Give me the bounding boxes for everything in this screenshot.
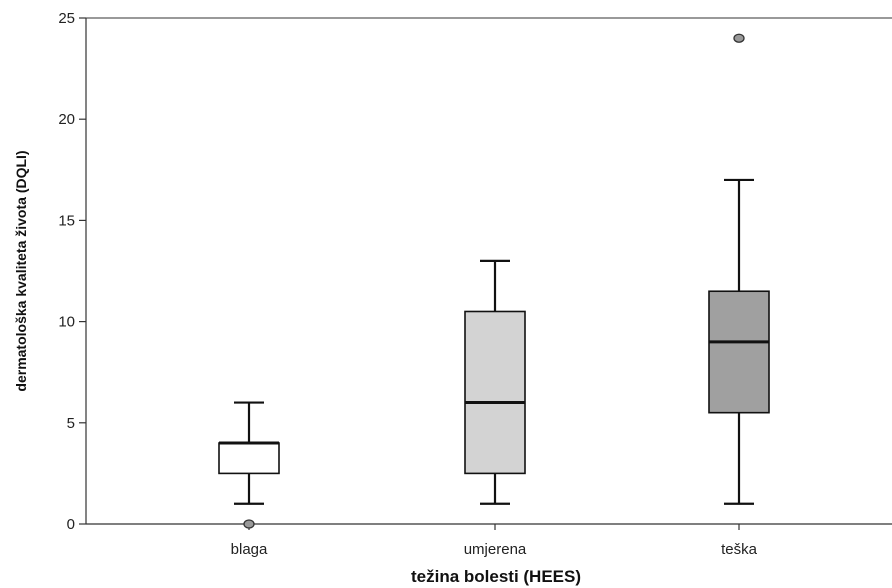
y-tick-label: 0 xyxy=(67,516,75,533)
x-tick-label: umjerena xyxy=(464,541,527,558)
x-tick-label: teška xyxy=(721,541,758,558)
x-ticks: blaga umjerena teška xyxy=(231,524,758,558)
boxes xyxy=(218,33,770,529)
box-group xyxy=(708,33,770,505)
y-tick-label: 5 xyxy=(67,415,75,432)
axes xyxy=(85,17,892,525)
outlier-point xyxy=(243,519,255,529)
y-tick-label: 20 xyxy=(58,111,75,128)
outlier-point xyxy=(733,33,745,43)
x-axis-label: težina bolesti (HEES) xyxy=(411,567,581,586)
y-tick-label: 15 xyxy=(58,212,75,229)
y-axis-label: dermatološka kvaliteta života (DQLI) xyxy=(13,150,29,391)
y-tick-label: 10 xyxy=(58,314,75,331)
y-ticks: 0 5 10 15 20 25 xyxy=(58,10,86,533)
box-iqr xyxy=(708,290,770,414)
box-iqr xyxy=(218,442,280,475)
x-tick-label: blaga xyxy=(231,541,268,558)
y-tick-label: 25 xyxy=(58,10,75,27)
box-iqr xyxy=(464,310,526,475)
box-group xyxy=(464,259,526,505)
box-group xyxy=(218,401,280,529)
